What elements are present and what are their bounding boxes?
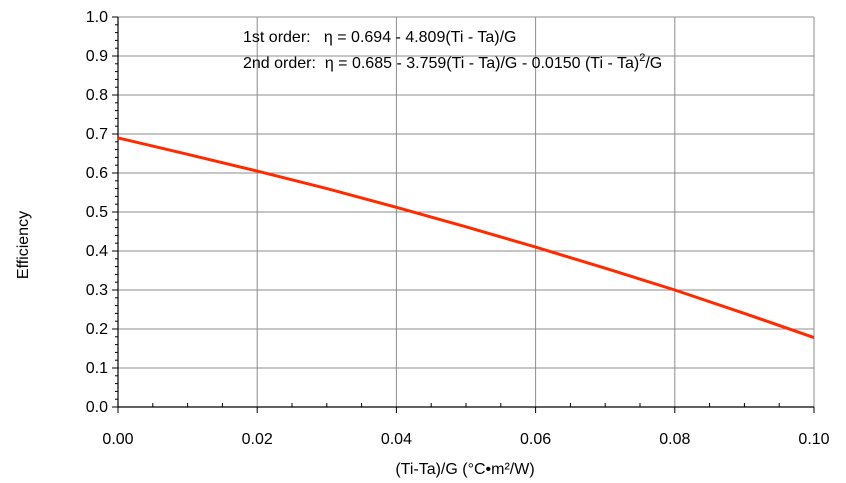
second-order-equation-suffix: /G [645,55,662,72]
minor-ticks [112,16,815,413]
y-tick-label: 0.8 [86,87,108,104]
x-axis-title: (Ti-Ta)/G (°C•m²/W) [395,461,534,478]
tick-labels: 0.0 0.1 0.2 0.3 0.4 0.5 0.6 0.7 0.8 0.9 1.0 0.00 0.0… [86,9,830,448]
y-tick-label: 0.4 [86,243,108,260]
x-tick-label: 0.10 [798,431,829,448]
second-order-equation: 2nd order: η = 0.685 - 3.759(Ti - Ta)/G … [243,52,662,72]
y-tick-label: 0.9 [86,48,108,65]
y-tick-label: 0.2 [86,321,108,338]
y-tick-label: 0.7 [86,126,108,143]
series-layer [117,136,815,340]
grid-lines [118,16,815,407]
x-tick-label: 0.08 [659,431,690,448]
first-order-equation: 1st order: η = 0.694 - 4.809(Ti - Ta)/G [243,29,516,46]
efficiency-curve [117,136,815,340]
second-order-equation-exponent: 2 [639,52,645,64]
x-tick-label: 0.00 [102,431,133,448]
axes [117,17,814,408]
second-order-equation-main: 2nd order: η = 0.685 - 3.759(Ti - Ta)/G … [243,55,639,72]
y-tick-label: 0.5 [86,204,108,221]
y-tick-label: 0.3 [86,282,108,299]
y-tick-label: 0.0 [86,399,108,416]
x-tick-label: 0.04 [381,431,412,448]
x-tick-label: 0.06 [520,431,551,448]
y-tick-label: 0.6 [86,165,108,182]
y-axis-title: Efficiency [15,211,32,279]
x-tick-label: 0.02 [242,431,273,448]
y-tick-label: 0.1 [86,360,108,377]
y-tick-label: 1.0 [86,9,108,26]
